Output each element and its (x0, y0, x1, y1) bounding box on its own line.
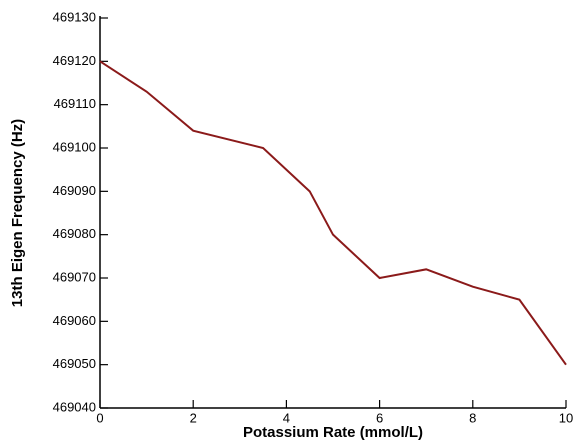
y-axis-label: 13th Eigen Frequency (Hz) (9, 119, 26, 307)
x-tick-label: 4 (283, 410, 290, 425)
data-line (99, 60, 567, 366)
y-tick-label: 469100 (53, 139, 96, 154)
y-tick-label: 469110 (54, 96, 96, 111)
x-axis-label: Potassium Rate (mmol/L) (243, 424, 423, 441)
y-tick-label: 469130 (53, 9, 96, 24)
y-tick-label: 469080 (53, 226, 96, 241)
y-tick-label: 469120 (53, 53, 96, 68)
y-tick-label: 469050 (53, 356, 96, 371)
x-tick-label: 0 (96, 410, 103, 425)
x-tick-label: 10 (559, 410, 573, 425)
x-tick-label: 6 (376, 410, 383, 425)
y-tick-label: 469040 (53, 399, 96, 414)
x-tick-label: 2 (190, 410, 197, 425)
y-tick-label: 469090 (53, 183, 96, 198)
y-tick-label: 469060 (53, 313, 96, 328)
y-tick-label: 469070 (53, 269, 96, 284)
x-tick-label: 8 (469, 410, 476, 425)
